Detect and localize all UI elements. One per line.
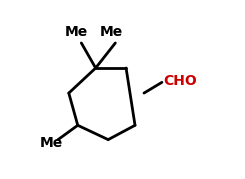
Text: Me: Me: [64, 25, 87, 39]
Text: CHO: CHO: [164, 74, 197, 88]
Text: Me: Me: [100, 25, 123, 39]
Text: Me: Me: [40, 136, 63, 150]
